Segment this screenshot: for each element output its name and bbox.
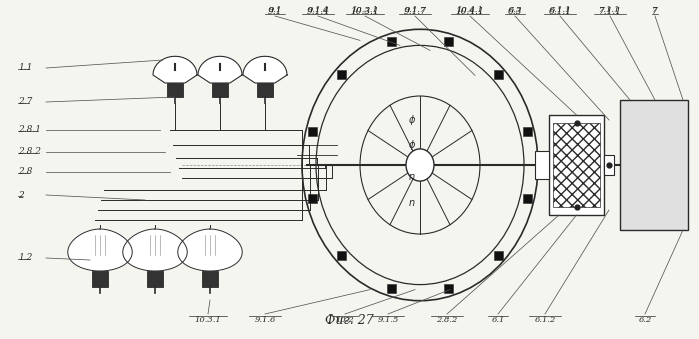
Text: 10.4.1: 10.4.1 xyxy=(456,7,484,16)
Bar xyxy=(92,271,108,287)
Bar xyxy=(445,37,453,46)
Bar xyxy=(620,100,688,230)
Polygon shape xyxy=(68,229,132,271)
Polygon shape xyxy=(153,56,197,83)
Bar xyxy=(535,151,549,179)
Text: 10.3.1: 10.3.1 xyxy=(352,6,378,14)
Text: 2: 2 xyxy=(18,191,24,199)
Text: 7.1.1: 7.1.1 xyxy=(599,6,621,14)
Bar xyxy=(387,37,396,46)
Polygon shape xyxy=(178,229,243,271)
Text: 9.1.6: 9.1.6 xyxy=(254,316,275,324)
Text: 9.1: 9.1 xyxy=(268,7,282,16)
Text: 6.3: 6.3 xyxy=(508,6,521,14)
Text: 1.2: 1.2 xyxy=(18,254,32,262)
Text: 10.4.1: 10.4.1 xyxy=(456,6,484,14)
Bar xyxy=(167,83,183,97)
Text: 6.1.2: 6.1.2 xyxy=(534,316,556,324)
Text: 9.1.7: 9.1.7 xyxy=(403,7,426,16)
Bar xyxy=(257,83,273,97)
Polygon shape xyxy=(123,229,187,271)
Text: 7.1.1: 7.1.1 xyxy=(598,7,621,16)
Text: Фиг. 27: Фиг. 27 xyxy=(325,314,374,327)
Text: 9.1.5: 9.1.5 xyxy=(377,316,398,324)
Text: 2.8.1: 2.8.1 xyxy=(18,125,41,135)
Ellipse shape xyxy=(406,149,434,181)
Text: 10.2: 10.2 xyxy=(336,316,354,324)
Text: 6.1: 6.1 xyxy=(491,316,505,324)
Text: 6.1.1: 6.1.1 xyxy=(549,7,572,16)
Text: 9.1: 9.1 xyxy=(268,6,282,14)
Text: ϕ: ϕ xyxy=(409,140,415,150)
Text: 7: 7 xyxy=(652,7,658,16)
Text: 9.1.4: 9.1.4 xyxy=(306,7,329,16)
Text: 6.3: 6.3 xyxy=(507,7,522,16)
Polygon shape xyxy=(198,56,242,83)
Text: 9.1.7: 9.1.7 xyxy=(404,6,426,14)
Bar xyxy=(549,115,604,215)
Text: 2.8: 2.8 xyxy=(18,167,32,177)
Bar xyxy=(494,251,503,260)
Text: n: n xyxy=(409,198,415,208)
Bar xyxy=(308,127,317,137)
Bar xyxy=(523,127,532,137)
Polygon shape xyxy=(243,56,287,83)
Bar xyxy=(337,70,346,79)
Text: 6.2: 6.2 xyxy=(638,316,651,324)
Text: 1.1: 1.1 xyxy=(18,63,32,73)
Bar xyxy=(553,123,600,207)
Text: ϕ: ϕ xyxy=(409,115,415,125)
Bar xyxy=(308,194,317,202)
Bar xyxy=(604,155,614,175)
Text: 2.8.2: 2.8.2 xyxy=(18,147,41,157)
Text: 10.3.1: 10.3.1 xyxy=(351,7,380,16)
Text: n: n xyxy=(409,172,415,182)
Bar xyxy=(202,271,218,287)
Text: 10.3.1: 10.3.1 xyxy=(194,316,222,324)
Text: 9.1.4: 9.1.4 xyxy=(308,6,329,14)
Bar xyxy=(147,271,163,287)
Text: 2.7: 2.7 xyxy=(18,98,32,106)
Bar xyxy=(337,251,346,260)
Text: 2.8.2: 2.8.2 xyxy=(436,316,458,324)
Text: 7: 7 xyxy=(652,6,658,14)
Bar xyxy=(445,284,453,293)
Bar xyxy=(523,194,532,202)
Text: 6.1.1: 6.1.1 xyxy=(549,6,570,14)
Bar xyxy=(387,284,396,293)
Bar xyxy=(212,83,228,97)
Bar xyxy=(494,70,503,79)
